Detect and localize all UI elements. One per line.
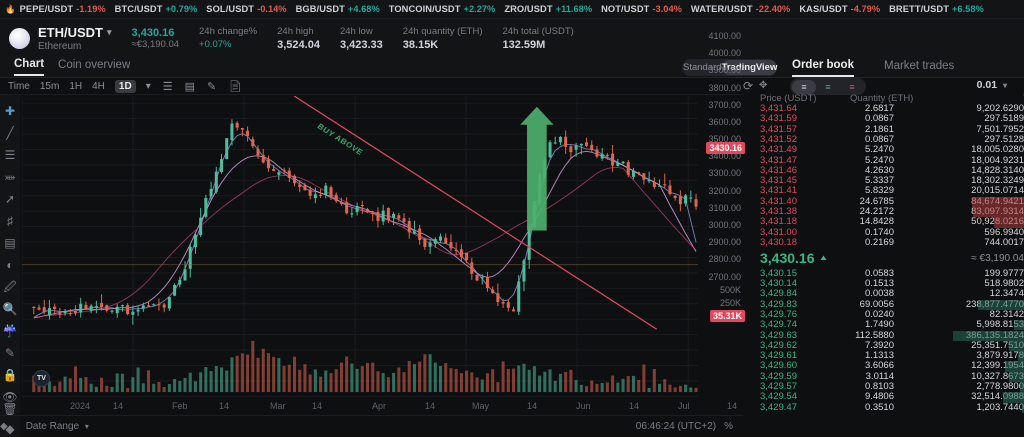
svg-text:BUY ABOVE: BUY ABOVE: [316, 122, 365, 157]
